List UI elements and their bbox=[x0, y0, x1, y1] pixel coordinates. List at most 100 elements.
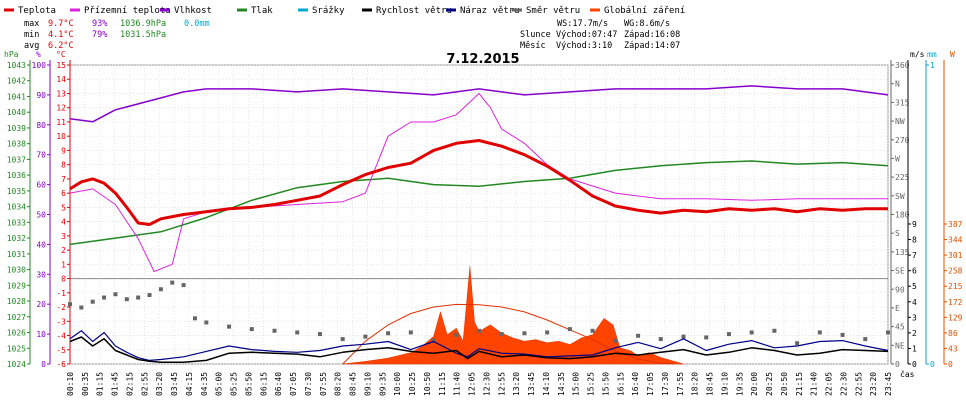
x-tick-label: 07:05 bbox=[289, 372, 298, 396]
axis-ms-tick-label: 0 bbox=[912, 360, 917, 369]
x-tick-label: 09:35 bbox=[378, 372, 387, 396]
axis-degc-tick-label: 14 bbox=[56, 75, 66, 84]
wind-direction-point bbox=[68, 302, 72, 307]
stat-min-hum: 79% bbox=[92, 30, 107, 40]
wind-direction-point bbox=[204, 320, 209, 325]
wind-direction-point bbox=[477, 328, 481, 333]
wind-direction-point bbox=[113, 292, 118, 297]
x-tick-label: 23:45 bbox=[884, 372, 893, 396]
x-tick-label: 09:10 bbox=[363, 372, 372, 396]
axis-pct-tick-label: 70 bbox=[36, 151, 46, 160]
axis-w-tick-label: 258 bbox=[948, 267, 963, 276]
axis-dir-tick-label: 315 bbox=[895, 98, 910, 107]
x-tick-label: 13:20 bbox=[512, 372, 521, 396]
axis-degc-tick-label: -6 bbox=[56, 360, 66, 369]
axis-ms-tick-label: 6 bbox=[912, 267, 917, 276]
wind-direction-point bbox=[522, 331, 527, 336]
axis-dir-tick-label: 0 bbox=[895, 360, 900, 369]
axis-degc-tick-label: 3 bbox=[61, 232, 66, 241]
axis-degc-tick-label: 0 bbox=[61, 275, 66, 284]
moon-rise: Východ:3:10 bbox=[556, 41, 612, 51]
wind-direction-point bbox=[840, 332, 845, 337]
axis-dir-tick-label: 45 bbox=[895, 323, 905, 332]
stat-max-hum: 93% bbox=[92, 19, 107, 29]
x-tick-label: 02:15 bbox=[125, 372, 134, 396]
axis-ms-tick-label: 1 bbox=[912, 344, 917, 353]
axis-dir-tick-label: 90 bbox=[895, 285, 905, 294]
wind-direction-point bbox=[817, 330, 822, 335]
wind-direction-point bbox=[545, 330, 550, 335]
x-tick-label: 23:20 bbox=[869, 372, 878, 396]
axis-dir-tick-label: 360 bbox=[895, 61, 910, 70]
x-tick-label: 06:15 bbox=[259, 372, 268, 396]
axis-unit-pct: % bbox=[36, 50, 41, 59]
x-tick-label: 19:35 bbox=[735, 372, 744, 396]
sun-set: Západ:16:08 bbox=[624, 30, 680, 40]
axis-degc-tick-label: -1 bbox=[56, 289, 66, 298]
axis-hpa-tick-label: 1041 bbox=[7, 92, 26, 101]
wind-direction-point bbox=[124, 297, 129, 302]
stat-avg-temp: 6.2°C bbox=[48, 41, 74, 51]
wind-direction-point bbox=[340, 337, 345, 342]
wind-direction-point bbox=[272, 328, 277, 333]
x-axis-label: čas bbox=[900, 369, 915, 379]
axis-degc-tick-label: 9 bbox=[61, 146, 66, 155]
axis-unit-mm: mm bbox=[927, 50, 937, 59]
wind-direction-point bbox=[102, 295, 107, 300]
wind-ws: WS:17.7m/s bbox=[557, 19, 608, 29]
x-tick-label: 17:55 bbox=[676, 372, 685, 396]
x-tick-label: 15:25 bbox=[587, 372, 596, 396]
legend: Teplota Přízemní teplota Vlhkost Tlak Srážky… bbox=[4, 6, 685, 16]
stat-min-press: 1031.5hPa bbox=[120, 30, 166, 40]
x-tick-label: 17:30 bbox=[661, 372, 670, 396]
axis-mm-tick-label: 0 bbox=[930, 360, 935, 369]
wind-direction-point bbox=[590, 328, 595, 333]
axis-degc-tick-label: 10 bbox=[56, 132, 66, 141]
axis-hpa-tick-label: 1035 bbox=[7, 187, 26, 196]
axis-mm-tick-label: 1 bbox=[930, 61, 935, 70]
axis-ms-tick-label: 5 bbox=[912, 282, 917, 291]
stat-max-temp: 9.7°C bbox=[48, 19, 74, 29]
x-tick-label: 11:15 bbox=[438, 372, 447, 396]
x-tick-label: 20:50 bbox=[780, 372, 789, 396]
series-pressure bbox=[69, 160, 889, 246]
chart-title: 7.12.2015 bbox=[446, 52, 519, 67]
wind-direction-point bbox=[772, 328, 777, 333]
axis-pct-tick-label: 30 bbox=[36, 270, 46, 279]
wind-direction-point bbox=[136, 295, 141, 300]
wind-wg: WG:8.6m/s bbox=[624, 19, 670, 29]
legend-label: Přízemní teplota bbox=[84, 6, 171, 16]
x-tick-label: 21:40 bbox=[810, 372, 819, 396]
axis-hpa-tick-label: 1025 bbox=[7, 344, 26, 353]
axis-dir-tick-label: NW bbox=[895, 117, 905, 126]
axis-degc-tick-label: 13 bbox=[56, 89, 66, 98]
axis-hpa-tick-label: 1032 bbox=[7, 234, 26, 243]
series-ground-temp bbox=[69, 93, 888, 272]
x-tick-label: 03:20 bbox=[155, 372, 164, 396]
x-tick-label: 01:45 bbox=[111, 372, 120, 396]
axis-hpa-tick-label: 1039 bbox=[7, 124, 26, 133]
axis-pct-tick-label: 40 bbox=[36, 240, 46, 249]
axis-hpa-tick-label: 1038 bbox=[7, 140, 26, 149]
moon-label: Měsíc bbox=[520, 41, 546, 51]
axis-w-tick-label: 86 bbox=[948, 329, 958, 338]
axis-hpa-tick-label: 1029 bbox=[7, 281, 26, 290]
axis-degc-tick-label: 12 bbox=[56, 104, 66, 113]
axis-hpa-tick-label: 1042 bbox=[7, 77, 26, 86]
stat-max-press: 1036.9hPa bbox=[120, 19, 166, 29]
axis-degc-tick-label: 11 bbox=[56, 118, 66, 127]
axis-w-tick-label: 215 bbox=[948, 282, 963, 291]
axis-dir-tick-label: 225 bbox=[895, 173, 910, 182]
axis-dir-tick-label: N bbox=[895, 80, 900, 89]
wind-direction-point bbox=[795, 341, 800, 346]
wind-direction-point bbox=[704, 335, 709, 340]
wind-direction-point bbox=[170, 280, 175, 285]
wind-direction-point bbox=[749, 330, 754, 335]
axis-degc-tick-label: -2 bbox=[56, 303, 66, 312]
series-wind-speed bbox=[69, 336, 889, 363]
axis-degc-tick-label: 8 bbox=[61, 161, 66, 170]
axis-degc-tick-label: -4 bbox=[56, 332, 66, 341]
axis-pct-tick-label: 50 bbox=[36, 211, 46, 220]
axis-hpa-tick-label: 1030 bbox=[7, 266, 26, 275]
x-tick-label: 00:10 bbox=[66, 372, 75, 396]
